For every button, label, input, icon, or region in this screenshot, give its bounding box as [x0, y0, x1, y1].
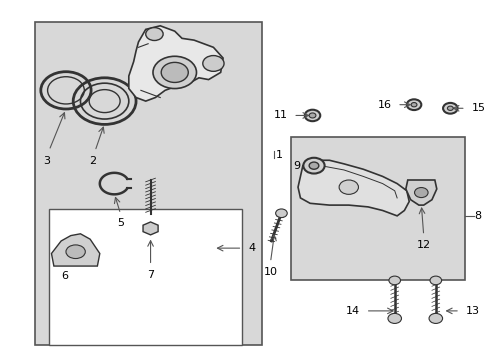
- Text: 5: 5: [117, 219, 124, 228]
- Text: 10: 10: [263, 267, 277, 277]
- Circle shape: [275, 209, 286, 217]
- Circle shape: [447, 106, 452, 111]
- Circle shape: [303, 158, 324, 174]
- Text: 11: 11: [273, 111, 287, 121]
- Text: 8: 8: [473, 211, 481, 221]
- Circle shape: [161, 62, 188, 82]
- Text: 7: 7: [147, 270, 154, 280]
- Polygon shape: [128, 26, 223, 101]
- Circle shape: [308, 162, 318, 169]
- Text: 12: 12: [416, 240, 430, 250]
- Ellipse shape: [66, 245, 85, 258]
- Circle shape: [414, 188, 427, 198]
- Text: 2: 2: [89, 156, 96, 166]
- Polygon shape: [142, 222, 158, 235]
- Polygon shape: [51, 234, 100, 266]
- Circle shape: [442, 103, 457, 114]
- Text: 15: 15: [470, 103, 485, 113]
- Circle shape: [387, 314, 401, 323]
- Text: 4: 4: [248, 243, 255, 253]
- Circle shape: [203, 55, 224, 71]
- Circle shape: [153, 56, 196, 89]
- Text: 16: 16: [377, 100, 390, 110]
- Text: 3: 3: [43, 156, 50, 166]
- Circle shape: [428, 314, 442, 323]
- Circle shape: [388, 276, 400, 285]
- Circle shape: [338, 180, 358, 194]
- Bar: [49, 209, 242, 345]
- Text: 13: 13: [465, 306, 479, 316]
- Circle shape: [406, 99, 421, 110]
- Circle shape: [304, 110, 320, 121]
- Polygon shape: [297, 160, 408, 216]
- Circle shape: [308, 113, 315, 118]
- Circle shape: [429, 276, 441, 285]
- Text: 6: 6: [61, 271, 68, 282]
- Text: 9: 9: [293, 161, 300, 171]
- Text: 14: 14: [345, 306, 359, 316]
- Polygon shape: [405, 180, 436, 205]
- Circle shape: [145, 28, 163, 41]
- Bar: [290, 137, 464, 280]
- Bar: [35, 22, 261, 345]
- Circle shape: [410, 103, 416, 107]
- Text: 1: 1: [276, 150, 283, 160]
